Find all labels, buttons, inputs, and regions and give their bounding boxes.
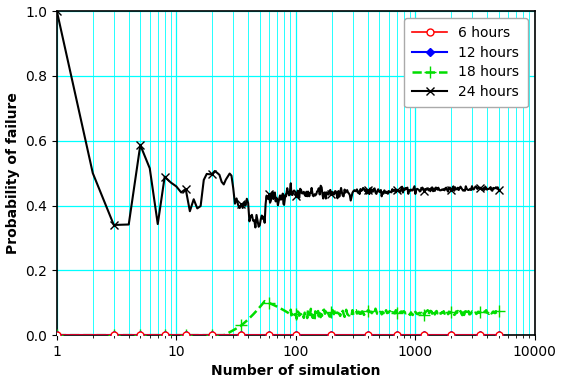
- Y-axis label: Probability of failure: Probability of failure: [6, 92, 20, 254]
- X-axis label: Number of simulation: Number of simulation: [211, 364, 380, 379]
- Legend: 6 hours, 12 hours, 18 hours, 24 hours: 6 hours, 12 hours, 18 hours, 24 hours: [404, 18, 528, 108]
